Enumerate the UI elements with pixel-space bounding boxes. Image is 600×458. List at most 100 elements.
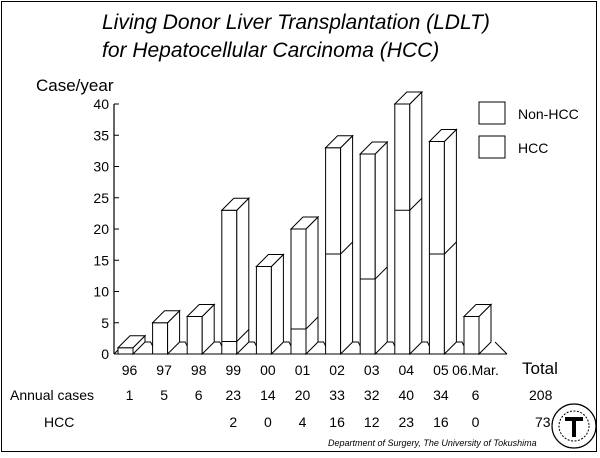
bar-group-10 bbox=[462, 303, 493, 356]
hcc-segment-side bbox=[305, 316, 319, 330]
annual-cases-row: 1 5 6 23 14 20 33 32 40 34 6 bbox=[126, 387, 480, 403]
annual-cases-label: Annual cases bbox=[10, 387, 94, 403]
hcc-segment-side bbox=[236, 329, 250, 342]
bar-top bbox=[393, 91, 424, 105]
hcc-row-label: HCC bbox=[44, 414, 74, 430]
chart: Living Donor Liver Transplantation (LDLT… bbox=[10, 11, 597, 449]
legend-label-non-hcc: Non-HCC bbox=[518, 106, 579, 122]
bars bbox=[116, 90, 493, 356]
annual-cases-value: 1 bbox=[126, 387, 134, 403]
bar-group-4 bbox=[255, 253, 296, 356]
bar-group-0 bbox=[116, 334, 158, 356]
bar-top bbox=[428, 129, 458, 142]
x-category-label: 02 bbox=[329, 362, 345, 378]
x-category-label: 99 bbox=[226, 362, 242, 378]
y-tick-label: 5 bbox=[101, 315, 109, 331]
hcc-value: 0 bbox=[472, 414, 480, 430]
x-category-label: 06.Mar. bbox=[452, 362, 499, 378]
bar-group-9 bbox=[428, 128, 469, 356]
x-category-label: 00 bbox=[260, 362, 276, 378]
bar-side bbox=[409, 90, 423, 356]
bar-front bbox=[290, 228, 307, 355]
bar-group-5 bbox=[289, 215, 331, 356]
bar-front bbox=[463, 316, 480, 355]
bar-front bbox=[152, 322, 169, 355]
bar-side bbox=[270, 253, 284, 356]
hcc-value: 23 bbox=[399, 414, 415, 430]
y-axis: 0 5 10 15 20 25 30 35 40 bbox=[93, 96, 119, 362]
annual-cases-value: 32 bbox=[364, 387, 380, 403]
bar-side bbox=[305, 215, 319, 356]
legend: Non-HCC HCC bbox=[478, 101, 579, 159]
annual-cases-value: 6 bbox=[472, 387, 480, 403]
bar-top bbox=[289, 216, 320, 230]
bar-top bbox=[151, 310, 181, 324]
bar-top bbox=[185, 304, 216, 317]
bar-front bbox=[325, 147, 342, 355]
footer-credit: Department of Surgery, The University of… bbox=[328, 438, 537, 448]
bar-side bbox=[374, 140, 388, 356]
x-category-label: 05 bbox=[433, 362, 449, 378]
annual-cases-value: 14 bbox=[260, 387, 276, 403]
bar-top bbox=[324, 135, 354, 149]
x-axis-categories: 96 97 98 99 00 01 02 03 04 05 06.Mar. bbox=[122, 362, 499, 378]
hcc-segment-side bbox=[340, 241, 353, 255]
bar-front bbox=[186, 316, 203, 355]
y-axis-label: Case/year bbox=[36, 76, 114, 95]
hcc-segment-side bbox=[409, 197, 423, 211]
bar-side bbox=[340, 134, 354, 356]
hcc-segment-side bbox=[374, 266, 388, 280]
y-tick-label: 35 bbox=[93, 127, 109, 143]
hcc-total: 73 bbox=[535, 414, 551, 430]
y-tick-label: 30 bbox=[93, 159, 109, 175]
bar-front bbox=[221, 209, 238, 355]
legend-label-hcc: HCC bbox=[518, 140, 548, 156]
x-category-label: 01 bbox=[295, 362, 311, 378]
legend-swatch-non-hcc bbox=[478, 101, 506, 125]
x-category-label: 04 bbox=[399, 362, 415, 378]
bar-side bbox=[443, 128, 457, 356]
hcc-value: 12 bbox=[364, 414, 380, 430]
bar-group-1 bbox=[151, 309, 192, 356]
annual-cases-value: 34 bbox=[433, 387, 449, 403]
bar-front bbox=[255, 266, 272, 355]
bar-top bbox=[462, 304, 493, 317]
hcc-segment-side bbox=[444, 241, 457, 255]
y-tick-label: 10 bbox=[93, 284, 109, 300]
bar-top bbox=[116, 335, 147, 349]
x-category-label: 97 bbox=[156, 362, 172, 378]
university-seal bbox=[551, 403, 597, 449]
bar-front bbox=[359, 153, 376, 355]
bar-group-2 bbox=[185, 303, 227, 356]
y-tick-label: 15 bbox=[93, 252, 109, 268]
hcc-row: 2 0 4 16 12 23 16 0 bbox=[229, 414, 479, 430]
annual-cases-value: 5 bbox=[160, 387, 168, 403]
floor-right-edge bbox=[494, 341, 508, 355]
total-header: Total bbox=[522, 359, 558, 378]
chart-title-line-1: Living Donor Liver Transplantation (LDLT… bbox=[102, 11, 490, 34]
annual-cases-value: 40 bbox=[399, 387, 415, 403]
hcc-value: 4 bbox=[299, 414, 307, 430]
annual-total: 208 bbox=[529, 387, 553, 403]
bar-top bbox=[220, 197, 251, 211]
x-category-label: 03 bbox=[364, 362, 380, 378]
hcc-value: 16 bbox=[433, 414, 449, 430]
hcc-value: 2 bbox=[229, 414, 237, 430]
annual-cases-value: 6 bbox=[195, 387, 203, 403]
bar-top bbox=[358, 141, 389, 155]
bar-front bbox=[394, 103, 411, 355]
slide-frame: Living Donor Liver Transplantation (LDLT… bbox=[1, 1, 597, 452]
bar-group-8 bbox=[393, 90, 434, 356]
x-category-label: 96 bbox=[122, 362, 138, 378]
y-tick-label: 40 bbox=[93, 96, 109, 112]
y-tick-label: 25 bbox=[93, 190, 109, 206]
annual-cases-value: 20 bbox=[295, 387, 311, 403]
y-tick-label: 0 bbox=[101, 346, 109, 362]
annual-cases-value: 33 bbox=[329, 387, 345, 403]
hcc-value: 0 bbox=[264, 414, 272, 430]
annual-cases-value: 23 bbox=[226, 387, 242, 403]
bar-front bbox=[117, 347, 134, 355]
x-category-label: 98 bbox=[191, 362, 207, 378]
bar-top bbox=[255, 254, 285, 267]
chart-title-line-2: for Hepatocellular Carcinoma (HCC) bbox=[102, 39, 439, 62]
